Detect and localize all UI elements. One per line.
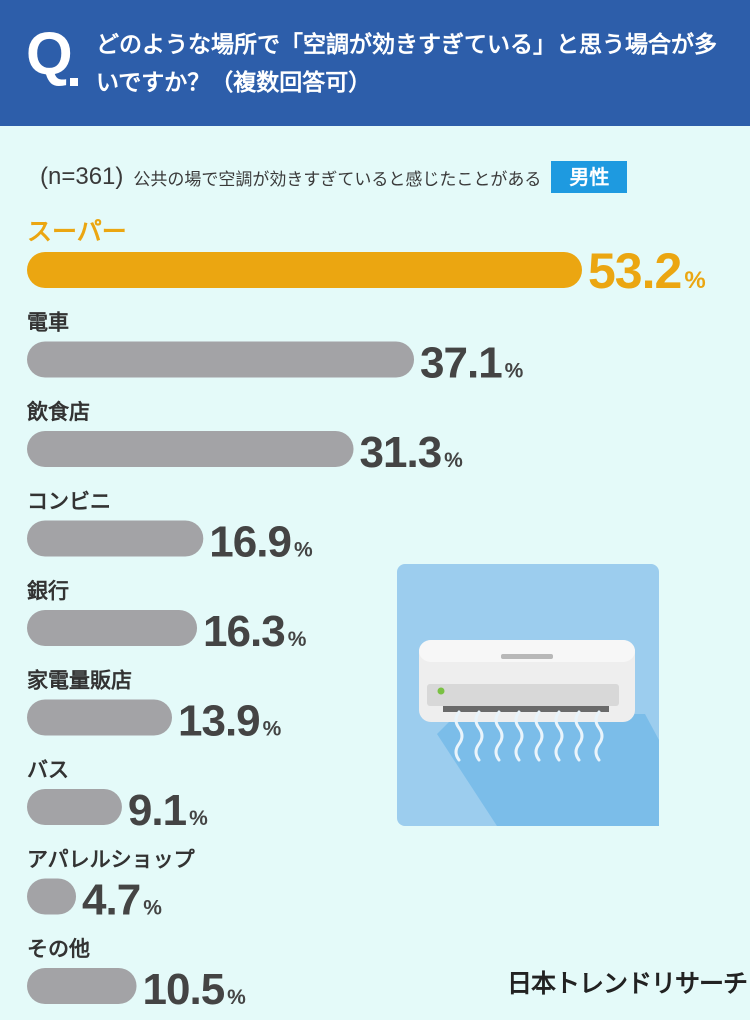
air-conditioner-icon — [397, 564, 659, 826]
bar — [27, 520, 204, 557]
survey-meta: (n=361) 公共の場で空調が効きすぎていると感じたことがある 男性 — [40, 160, 628, 194]
question-text: どのような場所で「空調が効きすぎている」と思う場合が多いですか？（複数回答可） — [96, 32, 717, 96]
category-label: スーパー — [27, 217, 127, 246]
value-label: 37.1% — [420, 339, 524, 388]
value-label: 16.3% — [203, 607, 307, 656]
header-banner: Q どのような場所で「空調が効きすぎている」と思う場合が多いですか？（複数回答可… — [0, 0, 750, 126]
bar — [27, 878, 77, 915]
category-label: 銀行 — [27, 579, 69, 603]
category-label: バス — [27, 758, 69, 782]
value-label: 4.7% — [82, 876, 162, 925]
value-label: 13.9% — [178, 697, 282, 746]
category-label: 家電量販店 — [27, 669, 132, 693]
bar — [27, 252, 582, 288]
value-label: 31.3% — [360, 428, 464, 477]
category-label: その他 — [27, 937, 90, 961]
value-label: 16.9% — [209, 518, 313, 567]
value-label: 9.1% — [128, 786, 208, 835]
survey-description: 公共の場で空調が効きすぎていると感じたことがある — [133, 169, 542, 190]
bar — [27, 610, 198, 646]
bar — [27, 341, 415, 378]
bar — [27, 699, 173, 736]
bar — [27, 789, 122, 825]
brand-logo: 日本トレンドリサーチ — [507, 969, 748, 998]
category-label: 電車 — [27, 311, 69, 335]
category-label: コンビニ — [27, 490, 111, 514]
sample-size: (n=361) — [40, 163, 124, 190]
category-label: 飲食店 — [26, 400, 90, 424]
air-conditioner-illustration — [397, 564, 659, 826]
category-label: アパレルショップ — [27, 848, 196, 872]
bar — [27, 968, 137, 1004]
gender-badge: 男性 — [551, 161, 628, 193]
value-label: 53.2% — [588, 243, 705, 299]
bar — [27, 431, 354, 467]
q-mark: Q — [26, 20, 73, 87]
q-dot — [70, 78, 78, 86]
value-label: 10.5% — [143, 965, 247, 1014]
